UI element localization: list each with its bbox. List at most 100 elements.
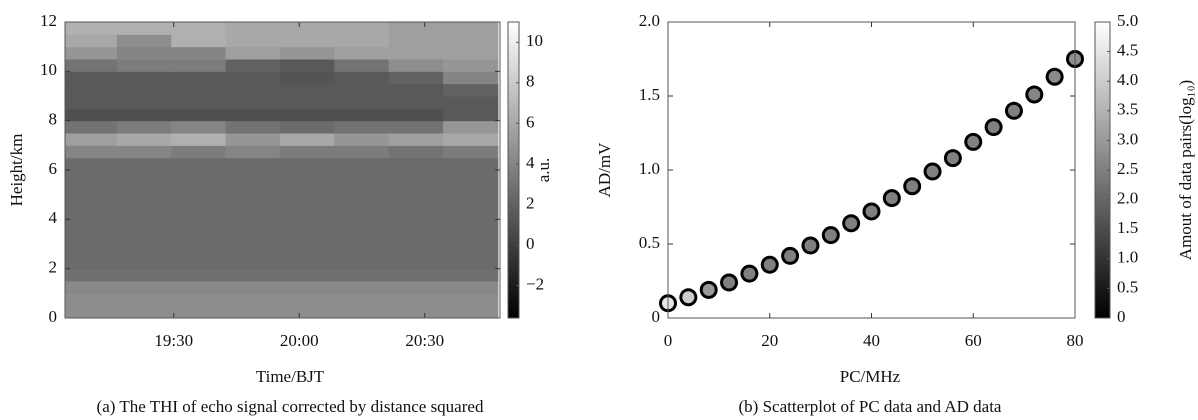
heatmap-cell — [116, 231, 173, 245]
heatmap-cell — [171, 107, 227, 122]
heatmap-cell — [334, 58, 390, 72]
heatmap-cell — [225, 292, 281, 307]
heatmap-cell — [279, 95, 336, 109]
heatmap-cell — [171, 169, 227, 183]
heatmap-cell — [443, 22, 499, 35]
heatmap-cell — [171, 292, 227, 307]
heatmap-cell — [171, 218, 227, 233]
heatmap-cell — [65, 70, 118, 85]
colorbar-tick-label: 0 — [1117, 307, 1126, 326]
heatmap-cell — [443, 120, 499, 134]
heatmap-cell — [334, 46, 390, 60]
heatmap-cell — [225, 120, 281, 134]
heatmap-cell — [443, 231, 499, 245]
heatmap-cell — [65, 181, 118, 196]
heatmap-cell — [225, 132, 281, 146]
y-tick-label: 10 — [40, 60, 57, 79]
heatmap-cell — [334, 83, 390, 97]
x-tick-label: 40 — [863, 331, 880, 350]
heatmap-cell — [225, 46, 281, 60]
heatmap-cell — [171, 231, 227, 245]
colorbar-tick-label: 4.5 — [1117, 41, 1138, 60]
colorbar-tick-label: 0 — [526, 234, 535, 253]
heatmap-cell — [443, 144, 499, 159]
heatmap-cell — [225, 83, 281, 97]
heatmap-cell — [443, 95, 499, 109]
y-tick-label: 8 — [49, 110, 58, 129]
colorbar-tick-label: 2.0 — [1117, 189, 1138, 208]
heatmap-cell — [225, 157, 281, 171]
y-tick-label: 2 — [49, 258, 58, 277]
heatmap-cell — [225, 181, 281, 196]
point — [824, 229, 837, 242]
heatmap-cell — [171, 194, 227, 208]
y-tick-label: 12 — [40, 11, 57, 30]
heatmap-cell — [65, 83, 118, 97]
heatmap-cell — [388, 33, 445, 48]
heatmap-cell — [225, 231, 281, 245]
point — [865, 205, 878, 218]
colorbar-tick-label: 6 — [526, 112, 535, 131]
heatmap-cell — [65, 243, 118, 257]
colorbar-tick-label: 3.0 — [1117, 129, 1138, 148]
heatmap-cell — [116, 280, 173, 294]
heatmap-cell — [171, 95, 227, 109]
colorbar-label: a.u. — [534, 158, 553, 183]
colorbar-tick-label: 5.0 — [1117, 11, 1138, 30]
heatmap-cell — [225, 280, 281, 294]
heatmap-cell — [443, 292, 499, 307]
heatmap-cell — [65, 107, 118, 122]
heatmap-cell — [388, 268, 445, 282]
heatmap-cell — [225, 243, 281, 257]
heatmap-cell — [279, 169, 336, 183]
heatmap-cell — [443, 83, 499, 97]
heatmap-cell — [116, 107, 173, 122]
heatmap-cell — [65, 157, 118, 171]
heatmap-cell — [116, 120, 173, 134]
heatmap-cell — [334, 22, 390, 35]
heatmap-cell — [334, 157, 390, 171]
colorbar-tick-label: 4 — [526, 153, 535, 172]
y-tick-label: 0 — [49, 307, 58, 326]
point — [845, 217, 858, 230]
heatmap-cell — [116, 132, 173, 146]
heatmap-cell — [334, 305, 390, 318]
x-tick-label: 0 — [664, 331, 673, 350]
heatmap-cell — [116, 194, 173, 208]
heatmap-cell — [388, 46, 445, 60]
heatmap-cell — [388, 181, 445, 196]
plot-frame — [64, 21, 501, 319]
y-tick-label: 6 — [49, 159, 58, 178]
heatmap-cell — [279, 144, 336, 159]
x-tick-label: 20:00 — [280, 331, 319, 350]
heatmap-cell — [171, 83, 227, 97]
colorbar-tick-label: 1.0 — [1117, 248, 1138, 267]
y-axis-label: Height/km — [7, 134, 26, 207]
heatmap-cell — [116, 58, 173, 72]
point — [987, 121, 1000, 134]
y-tick-label: 1.0 — [639, 159, 660, 178]
colorbar-tick-label: 3.5 — [1117, 100, 1138, 119]
x-tick-label: 19:30 — [154, 331, 193, 350]
heatmap-cell — [334, 70, 390, 85]
colorbar-tick-label: 2 — [526, 193, 535, 212]
heatmap-cell — [116, 268, 173, 282]
caption: (a) The THI of echo signal corrected by … — [97, 397, 484, 416]
point — [1007, 104, 1020, 117]
heatmap-cell — [443, 107, 499, 122]
heatmap-cell — [116, 70, 173, 85]
heatmap-cell — [116, 206, 173, 220]
heatmap-cell — [334, 218, 390, 233]
heatmap-cell — [171, 243, 227, 257]
point — [906, 180, 919, 193]
heatmap-cell — [171, 58, 227, 72]
heatmap-cell — [279, 58, 336, 72]
point — [1048, 70, 1061, 83]
heatmap-cell — [171, 157, 227, 171]
heatmap-cell — [116, 144, 173, 159]
heatmap-cell — [388, 169, 445, 183]
heatmap-cell — [334, 255, 390, 270]
heatmap-cell — [116, 305, 173, 318]
heatmap-cell — [225, 58, 281, 72]
